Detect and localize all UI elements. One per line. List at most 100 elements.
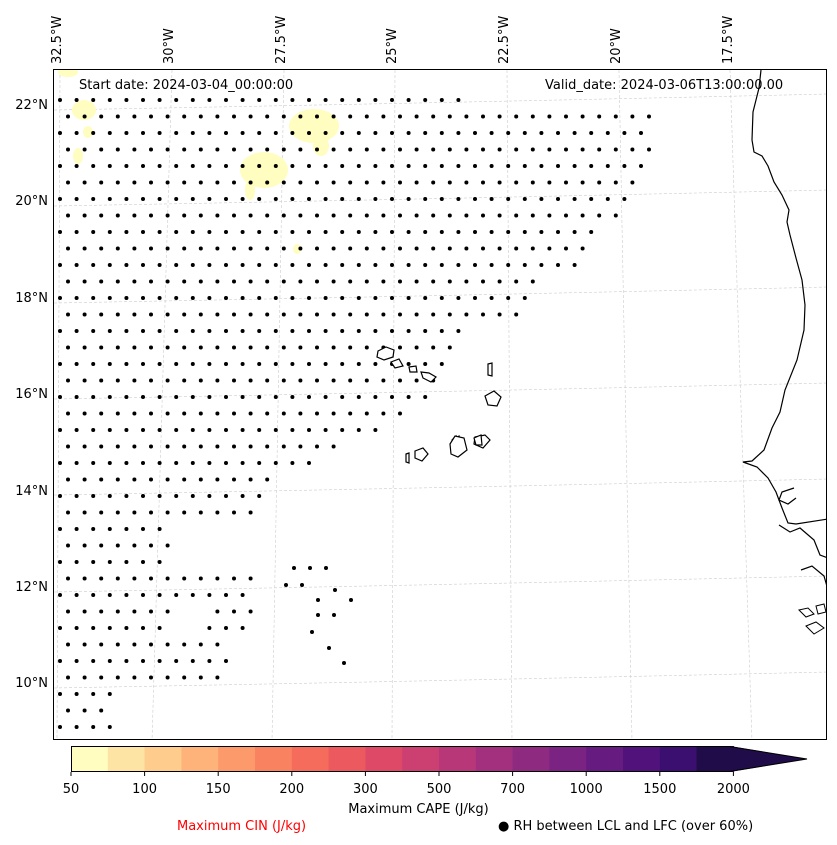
meridian-25w (391, 70, 396, 739)
rh-dot (174, 461, 179, 465)
rh-dot (82, 114, 87, 119)
rh-dot (248, 246, 253, 251)
rh-dot (99, 510, 104, 515)
rh-dot (232, 312, 236, 317)
rh-dot (257, 329, 262, 333)
rh-dot (248, 180, 253, 185)
rh-dot (364, 312, 369, 317)
rh-dot (323, 395, 328, 399)
cape-patch (289, 109, 339, 143)
rh-dot (174, 296, 179, 300)
rh-dot (298, 378, 303, 383)
rh-dot (290, 164, 295, 168)
rh-dot (506, 197, 511, 201)
rh-dot (423, 362, 428, 366)
rh-dot (198, 510, 203, 515)
rh-dot (398, 345, 402, 350)
rh-dot (207, 593, 212, 597)
rh-dot (215, 279, 220, 284)
rh-dot (207, 230, 212, 234)
rh-dot (74, 98, 79, 102)
rh-dot (356, 428, 361, 432)
rh-dot (149, 642, 153, 647)
rh-dot (497, 246, 502, 251)
rh-dot (232, 378, 236, 383)
rh-dot (340, 164, 345, 168)
rh-dot (74, 659, 79, 663)
rh-dot (99, 411, 104, 416)
rh-dot (190, 230, 195, 234)
rh-dot (190, 494, 195, 498)
rh-dot (107, 131, 112, 135)
coastline (376, 70, 826, 635)
rh-dot (298, 444, 303, 449)
rh-dot (522, 164, 527, 168)
rh-dot (91, 593, 96, 597)
rh-dot (165, 213, 170, 218)
rh-dot (82, 444, 87, 449)
rh-dot (473, 131, 477, 135)
cape-verde-island (405, 452, 410, 464)
rh-dot (132, 279, 137, 284)
rh-dot (514, 279, 519, 284)
rh-dot (215, 609, 220, 614)
rh-dot (215, 180, 220, 185)
rh-dot (198, 675, 203, 680)
rh-dot (149, 147, 153, 152)
rh-dot (58, 692, 62, 696)
rh-dot (132, 543, 137, 548)
colorbar-outline (71, 746, 808, 772)
rh-dot (315, 411, 319, 416)
rh-dot (647, 114, 651, 119)
rh-dot (91, 362, 96, 366)
rh-dot (324, 566, 328, 570)
rh-dot (564, 180, 568, 185)
rh-dot (364, 114, 369, 119)
rh-dot (215, 114, 220, 119)
rh-dot (99, 246, 104, 251)
rh-dot (273, 428, 278, 432)
rh-dot (423, 164, 428, 168)
rh-dot (207, 626, 212, 630)
rh-dot (182, 576, 187, 581)
rh-dot (257, 197, 262, 201)
rh-dot (74, 263, 79, 267)
rh-dot (157, 494, 162, 498)
rh-dot (630, 114, 635, 119)
colorbar-segment (512, 746, 550, 772)
rh-dot (273, 131, 278, 135)
rh-dot (99, 378, 104, 383)
rh-dot (464, 213, 469, 218)
rh-dot (66, 642, 70, 647)
rh-dot (398, 114, 402, 119)
rh-dot (165, 312, 170, 317)
rh-dot (215, 411, 220, 416)
rh-dot (207, 494, 212, 498)
rh-dot (514, 246, 519, 251)
rh-dot (107, 362, 112, 366)
rh-dot (332, 613, 336, 617)
rh-dot (323, 164, 328, 168)
rh-dot (257, 461, 262, 465)
rh-dot (315, 279, 319, 284)
rh-dot (107, 494, 112, 498)
rh-dot (174, 263, 179, 267)
rh-dot (564, 114, 568, 119)
rh-dot (74, 395, 79, 399)
rh-dot (481, 246, 485, 251)
rh-dot (622, 164, 627, 168)
rh-dot (414, 246, 419, 251)
rh-dot (224, 98, 228, 102)
rh-dot (281, 114, 286, 119)
rh-dot (240, 494, 245, 498)
rh-dot (58, 527, 62, 531)
colorbar-segment (623, 746, 661, 772)
colorbar-tick-label: 700 (500, 782, 526, 797)
rh-dot (115, 675, 120, 680)
rh-dot (207, 362, 212, 366)
rh-dot (356, 197, 361, 201)
rh-dot (190, 593, 195, 597)
rh-dot (497, 279, 502, 284)
rh-dot (273, 197, 278, 201)
rh-dot (174, 329, 179, 333)
